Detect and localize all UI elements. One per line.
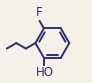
Text: F: F bbox=[36, 6, 42, 19]
Text: HO: HO bbox=[36, 66, 54, 79]
